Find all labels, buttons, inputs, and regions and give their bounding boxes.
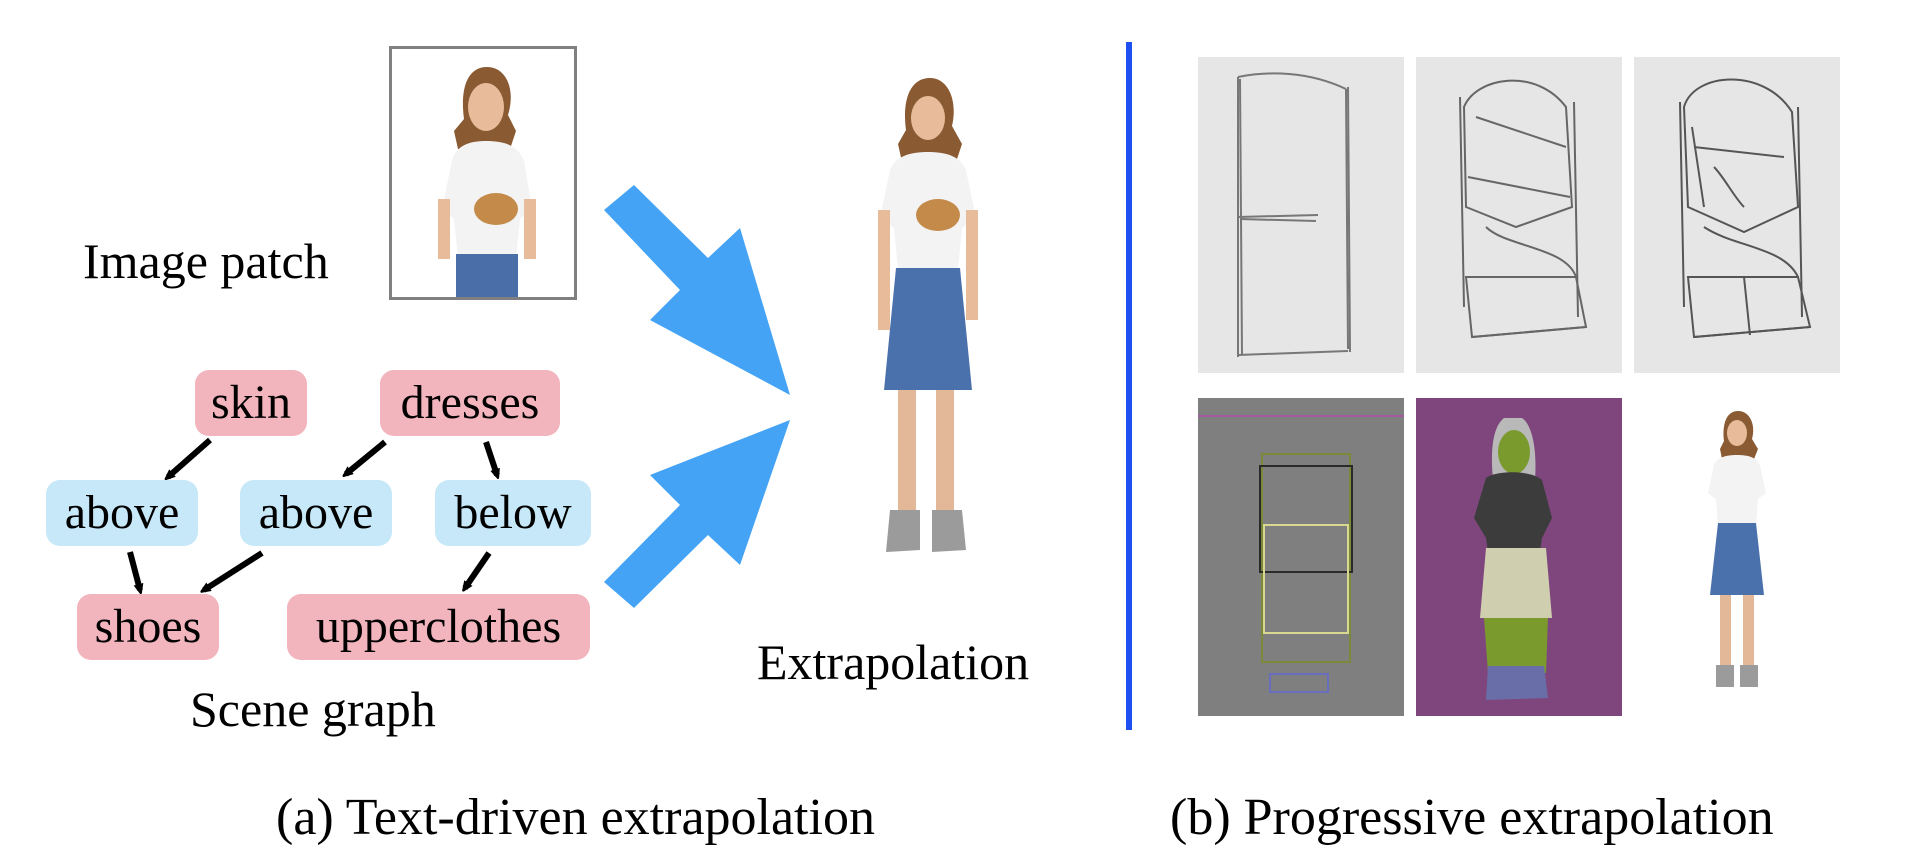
edge-dresses-above [346,439,387,474]
node-above-2: above [240,480,392,546]
edge-above-shoes-2 [204,550,264,590]
node-shoes: shoes [77,594,219,660]
sketch-step-1 [1198,57,1404,373]
edge-dresses-below [483,441,500,475]
upper-blue-arrow [604,185,790,395]
caption-b: (b) Progressive extrapolation [1170,789,1774,846]
caption-a: (a) Text-driven extrapolation [276,789,875,846]
node-above-1: above [46,480,198,546]
segmentation-panel [1416,398,1622,716]
node-below: below [435,480,591,546]
node-dresses: dresses [380,370,560,436]
edge-above-shoes [127,551,140,590]
lower-blue-arrow [604,420,790,608]
extrapolated-person-picture [878,78,978,552]
extrapolation-label: Extrapolation [757,634,1030,690]
node-skin: skin [195,370,307,436]
image-patch-frame [389,46,577,300]
final-person-picture [1708,411,1766,687]
edge-below-upperclothes [465,551,492,588]
person-patch-picture [438,67,536,297]
sketch-step-3 [1634,57,1840,373]
layout-boxes-panel [1198,398,1404,716]
node-upperclothes: upperclothes [287,594,590,660]
image-patch-label: Image patch [83,233,329,289]
edge-skin-above [168,437,212,477]
sketch-step-2 [1416,57,1622,373]
scene-graph-label: Scene graph [190,681,436,737]
